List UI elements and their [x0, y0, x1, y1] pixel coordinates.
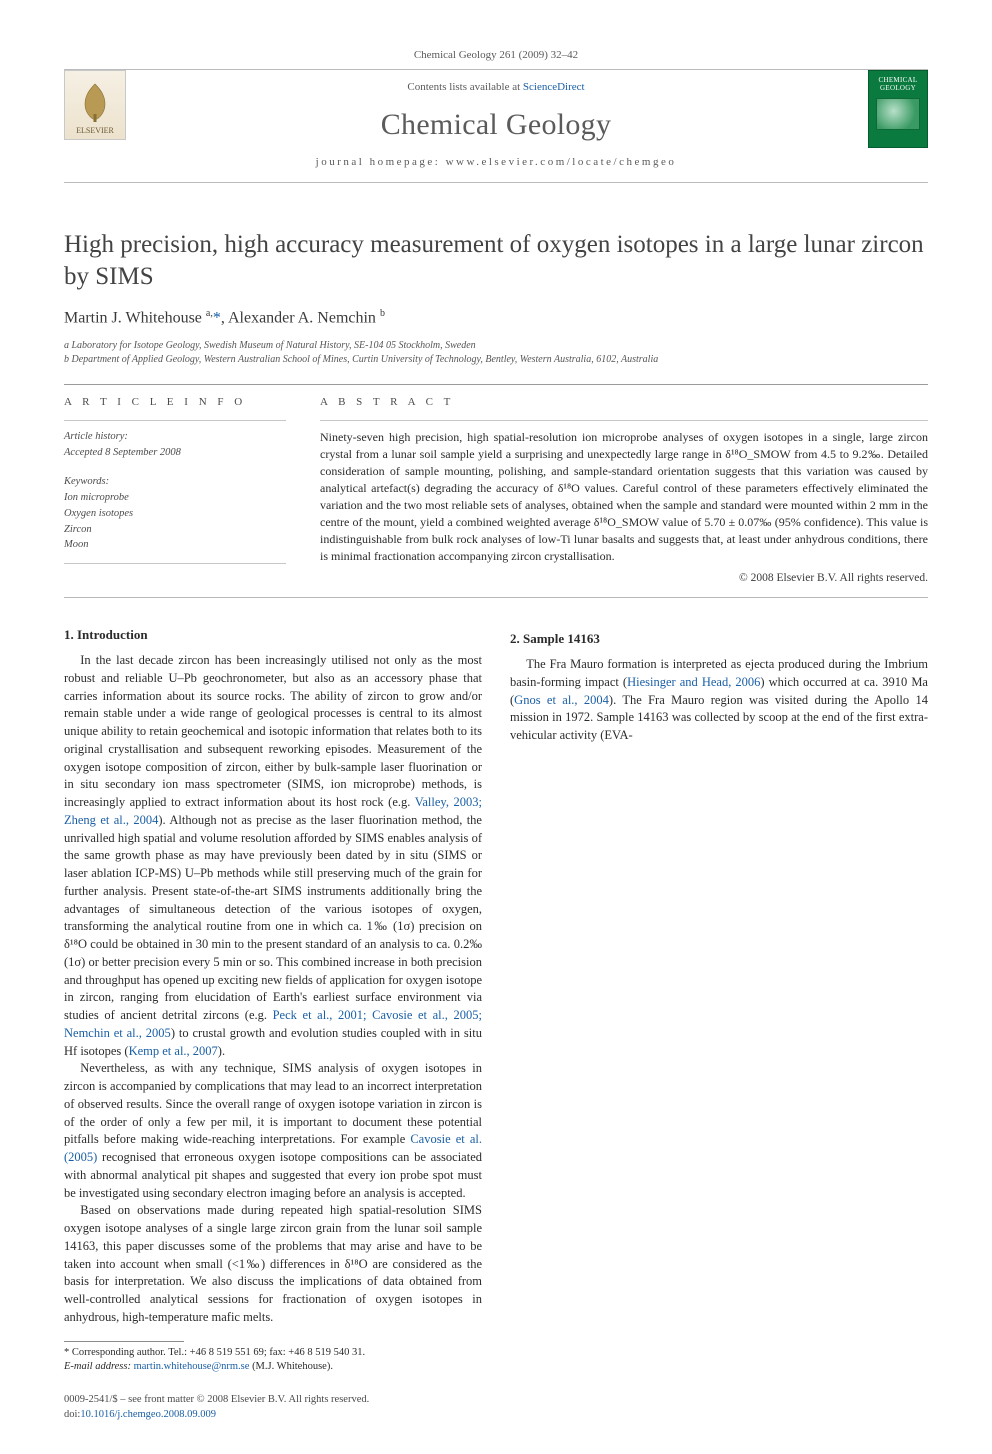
keyword: Oxygen isotopes — [64, 506, 286, 522]
abstract-rule — [320, 420, 928, 421]
masthead: Contents lists available at ScienceDirec… — [64, 69, 928, 183]
abstract-copyright: © 2008 Elsevier B.V. All rights reserved… — [320, 571, 928, 587]
doi-prefix: doi: — [64, 1409, 80, 1420]
affiliation-b: b Department of Applied Geology, Western… — [64, 353, 928, 368]
doi-line: doi:10.1016/j.chemgeo.2008.09.009 — [64, 1408, 928, 1423]
intro-paragraph-1: In the last decade zircon has been incre… — [64, 652, 482, 1060]
journal-title: Chemical Geology — [64, 105, 928, 146]
intro-p1a: In the last decade zircon has been incre… — [64, 653, 482, 809]
corresponding-author-footnote: * Corresponding author. Tel.: +46 8 519 … — [64, 1346, 482, 1375]
info-rule — [64, 420, 286, 421]
article-title: High precision, high accuracy measuremen… — [64, 229, 928, 293]
sample-heading: 2. Sample 14163 — [510, 630, 928, 648]
section-2-wrapper: 2. Sample 14163 The Fra Mauro formation … — [510, 630, 928, 745]
ref-link[interactable]: Kemp et al., 2007 — [129, 1044, 218, 1058]
intro-paragraph-3: Based on observations made during repeat… — [64, 1202, 482, 1326]
intro-paragraph-2: Nevertheless, as with any technique, SIM… — [64, 1060, 482, 1202]
email-link[interactable]: martin.whitehouse@nrm.se — [134, 1361, 250, 1372]
journal-reference: Chemical Geology 261 (2009) 32–42 — [64, 48, 928, 63]
rule-top — [64, 384, 928, 385]
article-info-sidebar: A R T I C L E I N F O Article history: A… — [64, 395, 286, 587]
title-block: High precision, high accuracy measuremen… — [64, 229, 928, 368]
front-matter-line: 0009-2541/$ – see front matter © 2008 El… — [64, 1393, 928, 1408]
ref-link[interactable]: Gnos et al., 2004 — [514, 693, 609, 707]
intro-p1b: ). Although not as precise as the laser … — [64, 813, 482, 1022]
history-value: Accepted 8 September 2008 — [64, 445, 286, 461]
abstract-heading: A B S T R A C T — [320, 395, 928, 410]
keyword: Zircon — [64, 522, 286, 538]
body-columns: 1. Introduction In the last decade zirco… — [64, 626, 928, 1375]
abstract-text: Ninety-seven high precision, high spatia… — [320, 429, 928, 565]
homepage-url: www.elsevier.com/locate/chemgeo — [446, 156, 677, 168]
authors: Martin J. Whitehouse a,*, Alexander A. N… — [64, 307, 928, 329]
keyword: Ion microprobe — [64, 490, 286, 506]
keywords-label: Keywords: — [64, 474, 286, 490]
article-info-heading: A R T I C L E I N F O — [64, 395, 286, 410]
ref-link[interactable]: Hiesinger and Head, 2006 — [627, 675, 760, 689]
bottom-meta: 0009-2541/$ – see front matter © 2008 El… — [64, 1393, 928, 1422]
masthead-block: Chemical Geology 261 (2009) 32–42 ELSEVI… — [64, 48, 928, 183]
rule-body — [64, 597, 928, 598]
sciencedirect-link[interactable]: ScienceDirect — [523, 81, 585, 93]
intro-p2b: recognised that erroneous oxygen isotope… — [64, 1150, 482, 1200]
intro-p1d: ). — [218, 1044, 225, 1058]
homepage-prefix: journal homepage: — [316, 156, 446, 168]
info-rule-bottom — [64, 563, 286, 564]
history-label: Article history: — [64, 429, 286, 445]
article-history: Article history: Accepted 8 September 20… — [64, 429, 286, 461]
contents-line: Contents lists available at ScienceDirec… — [64, 80, 928, 95]
article-info-row: A R T I C L E I N F O Article history: A… — [64, 395, 928, 587]
email-line: E-mail address: martin.whitehouse@nrm.se… — [64, 1360, 482, 1375]
email-label: E-mail address: — [64, 1361, 131, 1372]
keywords-block: Keywords: Ion microprobe Oxygen isotopes… — [64, 474, 286, 553]
keyword: Moon — [64, 537, 286, 553]
corr-line: * Corresponding author. Tel.: +46 8 519 … — [64, 1346, 482, 1361]
doi-link[interactable]: 10.1016/j.chemgeo.2008.09.009 — [80, 1409, 216, 1420]
footnote-separator — [64, 1341, 184, 1342]
affiliation-a: a Laboratory for Isotope Geology, Swedis… — [64, 339, 928, 354]
contents-prefix: Contents lists available at — [407, 81, 522, 93]
email-suffix: (M.J. Whitehouse). — [252, 1361, 333, 1372]
journal-homepage: journal homepage: www.elsevier.com/locat… — [64, 155, 928, 170]
sample-paragraph-1: The Fra Mauro formation is interpreted a… — [510, 656, 928, 745]
intro-heading: 1. Introduction — [64, 626, 482, 644]
abstract-block: A B S T R A C T Ninety-seven high precis… — [320, 395, 928, 587]
